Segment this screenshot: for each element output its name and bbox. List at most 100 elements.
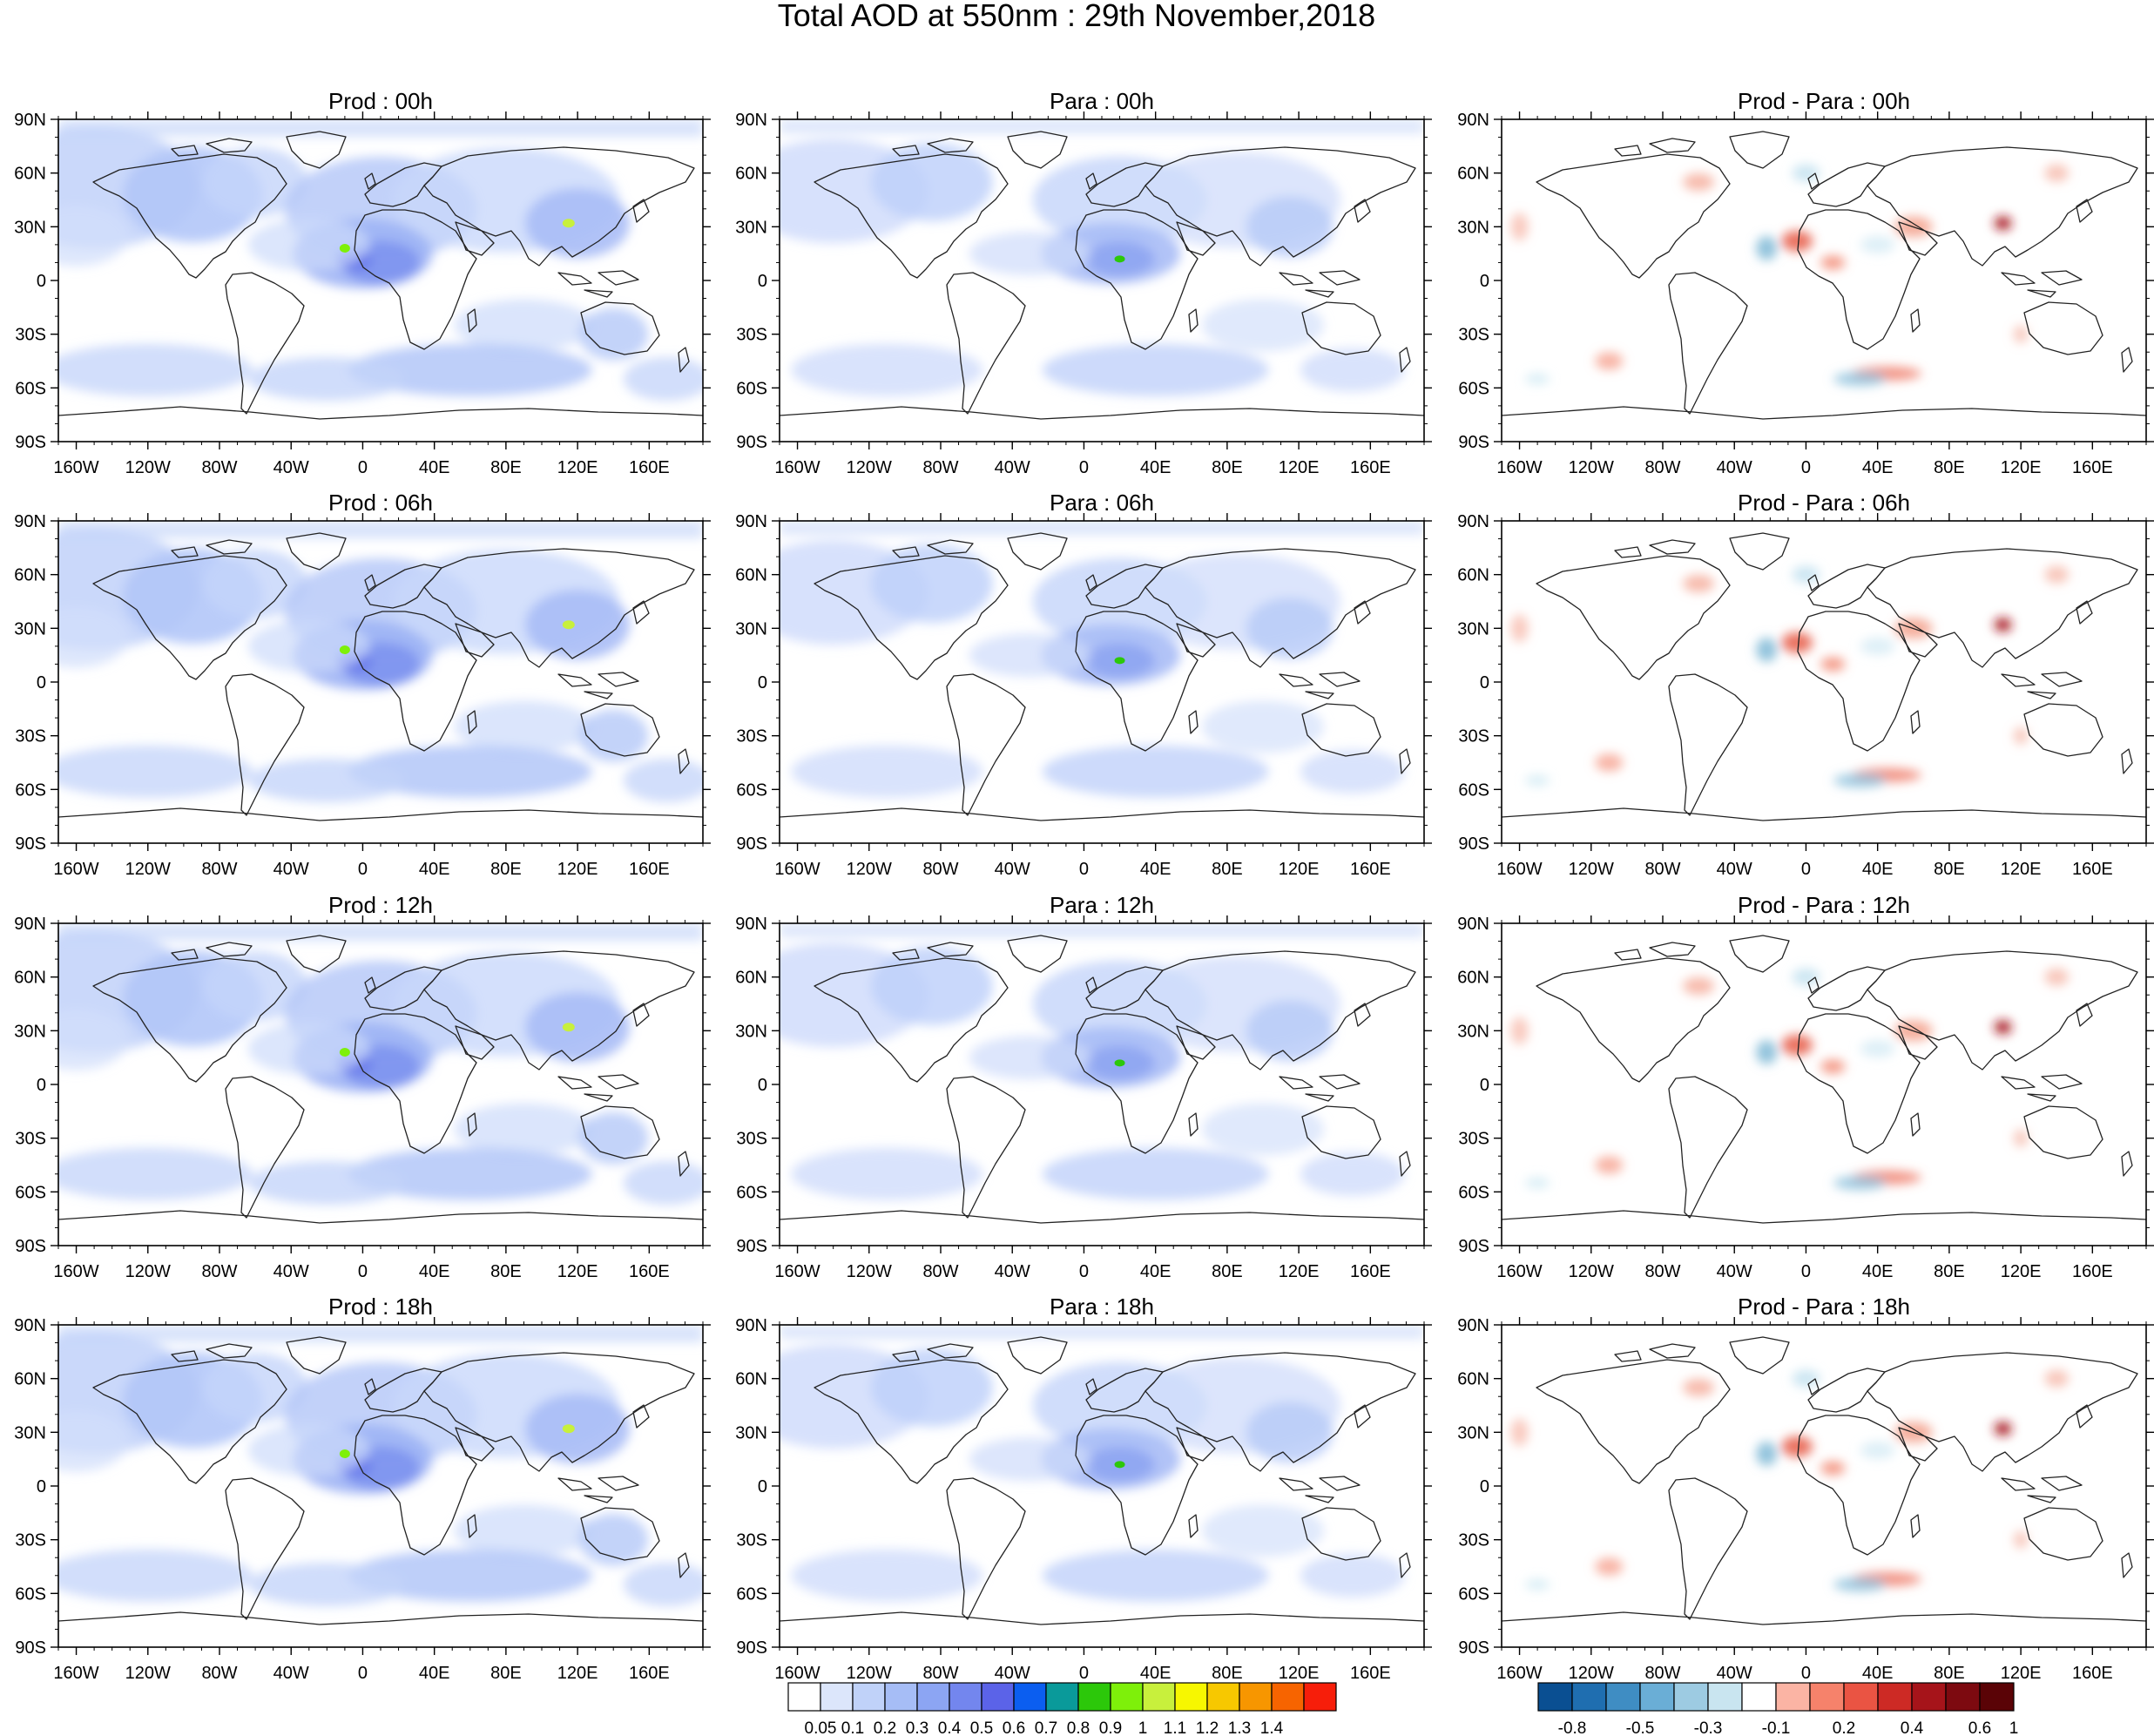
lon-tick-label: 80E <box>1934 1664 1965 1683</box>
colorbar-label: 0.3 <box>906 1719 928 1736</box>
field-shading <box>58 923 703 1206</box>
map-background <box>1502 1325 2146 1647</box>
colorbar-box <box>1911 1682 1947 1712</box>
lat-tick-label: 30N <box>1457 218 1489 237</box>
lon-tick-label: 40E <box>1862 1664 1894 1683</box>
lat-tick-label: 60S <box>736 780 767 800</box>
lon-tick-label: 80E <box>490 860 522 879</box>
field-shading <box>58 119 703 402</box>
figure-title: Total AOD at 550nm : 29th November,2018 <box>778 0 1375 33</box>
lat-tick-label: 90N <box>14 512 46 531</box>
panel-title: Prod : 18h <box>328 1294 433 1320</box>
lon-tick-label: 40W <box>995 1664 1030 1683</box>
map-panel: Prod - Para : 18h 90N 60N 30N 0 30S 60S 90S 160W… <box>1457 1294 2154 1683</box>
lon-tick-label: 40E <box>1140 860 1172 879</box>
colorbar-box <box>1239 1682 1273 1712</box>
lon-tick-label: 160E <box>1350 1262 1391 1281</box>
lat-tick-label: 60N <box>735 165 767 184</box>
lon-tick-label: 160E <box>1350 860 1391 879</box>
lon-tick-label: 120W <box>125 1664 171 1683</box>
colorbar-label: -0.8 <box>1558 1719 1587 1736</box>
colorbar-box <box>1142 1682 1176 1712</box>
lat-tick-label: 90N <box>1457 915 1489 934</box>
panel-title: Prod : 06h <box>328 490 433 516</box>
lon-tick-label: 160W <box>1496 1664 1542 1683</box>
lat-tick-label: 60S <box>15 780 46 800</box>
lat-tick-label: 90S <box>1458 433 1489 452</box>
colorbar-box <box>1077 1682 1111 1712</box>
lon-tick-label: 120E <box>557 1262 598 1281</box>
lon-tick-label: 40W <box>1717 458 1752 477</box>
lon-tick-label: 80E <box>490 458 522 477</box>
colorbar-box <box>852 1682 886 1712</box>
panel-title: Para : 06h <box>1050 490 1154 516</box>
lon-tick-label: 160E <box>629 1664 670 1683</box>
lat-tick-label: 60S <box>15 379 46 398</box>
lat-tick-label: 0 <box>758 1076 767 1095</box>
colorbar-label: 0.9 <box>1099 1719 1122 1736</box>
colorbar-box <box>1639 1682 1675 1712</box>
aod-hotspot <box>562 1424 575 1434</box>
lon-tick-label: 0 <box>358 1664 368 1683</box>
aod-hotspot <box>1114 1059 1125 1067</box>
lon-tick-label: 40W <box>273 458 309 477</box>
lon-tick-label: 160W <box>774 1664 820 1683</box>
colorbar-box <box>1673 1682 1709 1712</box>
panel-title: Prod : 00h <box>328 88 433 114</box>
colorbar-label: -0.3 <box>1694 1719 1723 1736</box>
field-shading <box>1510 565 2070 788</box>
colorbar-box <box>916 1682 950 1712</box>
colorbar-label: 1.2 <box>1196 1719 1219 1736</box>
colorbar-box <box>1303 1682 1337 1712</box>
lon-tick-label: 120W <box>125 860 171 879</box>
colorbar-box <box>981 1682 1015 1712</box>
lon-tick-label: 80E <box>1934 1262 1965 1281</box>
lat-tick-label: 30N <box>1457 619 1489 638</box>
field-shading <box>1510 164 2070 387</box>
lon-tick-label: 40W <box>1717 1262 1752 1281</box>
colorbar-label: 0.4 <box>1901 1719 1924 1736</box>
lat-tick-label: 60N <box>1457 1370 1489 1389</box>
map-background <box>1502 119 2146 442</box>
lat-tick-label: 0 <box>37 1076 46 1095</box>
lat-tick-label: 60S <box>15 1584 46 1604</box>
lat-tick-label: 60S <box>736 1584 767 1604</box>
lon-tick-label: 0 <box>1079 1664 1089 1683</box>
lon-tick-label: 160W <box>774 458 820 477</box>
lat-tick-label: 60N <box>14 165 46 184</box>
lat-tick-label: 90S <box>1458 834 1489 854</box>
lon-tick-label: 80W <box>201 458 237 477</box>
map-panel: Prod - Para : 12h 90N 60N 30N 0 30S 60S 90S 160W… <box>1457 892 2154 1281</box>
colorbar-label: 0.6 <box>1003 1719 1025 1736</box>
field-shading <box>780 119 1424 396</box>
lat-tick-label: 90S <box>736 834 767 854</box>
lon-tick-label: 80W <box>1644 458 1680 477</box>
colorbar-label: 1.3 <box>1228 1719 1251 1736</box>
colorbar-label: 1 <box>2009 1719 2019 1736</box>
lon-tick-label: 160E <box>2072 458 2113 477</box>
map-panel: Para : 06h 90N 60N 30N 0 30S 60S 90S 160W 120W 80W… <box>735 490 1432 879</box>
lat-tick-label: 0 <box>1480 1477 1489 1496</box>
lat-tick-label: 30S <box>736 727 767 746</box>
lon-tick-label: 120W <box>847 1664 892 1683</box>
lat-tick-label: 60S <box>736 1183 767 1202</box>
lon-tick-label: 80W <box>201 1262 237 1281</box>
lat-tick-label: 30N <box>1457 1022 1489 1041</box>
lat-tick-label: 30N <box>1457 1423 1489 1442</box>
lat-tick-label: 30N <box>735 1423 767 1442</box>
lon-tick-label: 0 <box>1079 458 1089 477</box>
field-shading <box>780 923 1424 1200</box>
lon-tick-label: 160E <box>2072 1664 2113 1683</box>
colorbar-box <box>1571 1682 1607 1712</box>
lon-tick-label: 160W <box>1496 860 1542 879</box>
lat-tick-label: 0 <box>1480 673 1489 692</box>
aod-hotspot <box>562 1023 575 1032</box>
lat-tick-label: 0 <box>37 272 46 291</box>
lon-tick-label: 120E <box>2001 458 2042 477</box>
lat-tick-label: 30S <box>15 1130 46 1149</box>
map-panel: Prod : 18h 90N 60N 30N 0 30S 60S 90S 160W 120W 80W… <box>14 1294 711 1683</box>
colorbar-label: 0.8 <box>1067 1719 1090 1736</box>
aod-colorbar: 0.05 0.1 0.2 0.3 0.4 0.5 0.6 0.7 0.8 0.9 1 1.1 1.2 1.… <box>787 1682 1337 1736</box>
lon-tick-label: 0 <box>1079 1262 1089 1281</box>
